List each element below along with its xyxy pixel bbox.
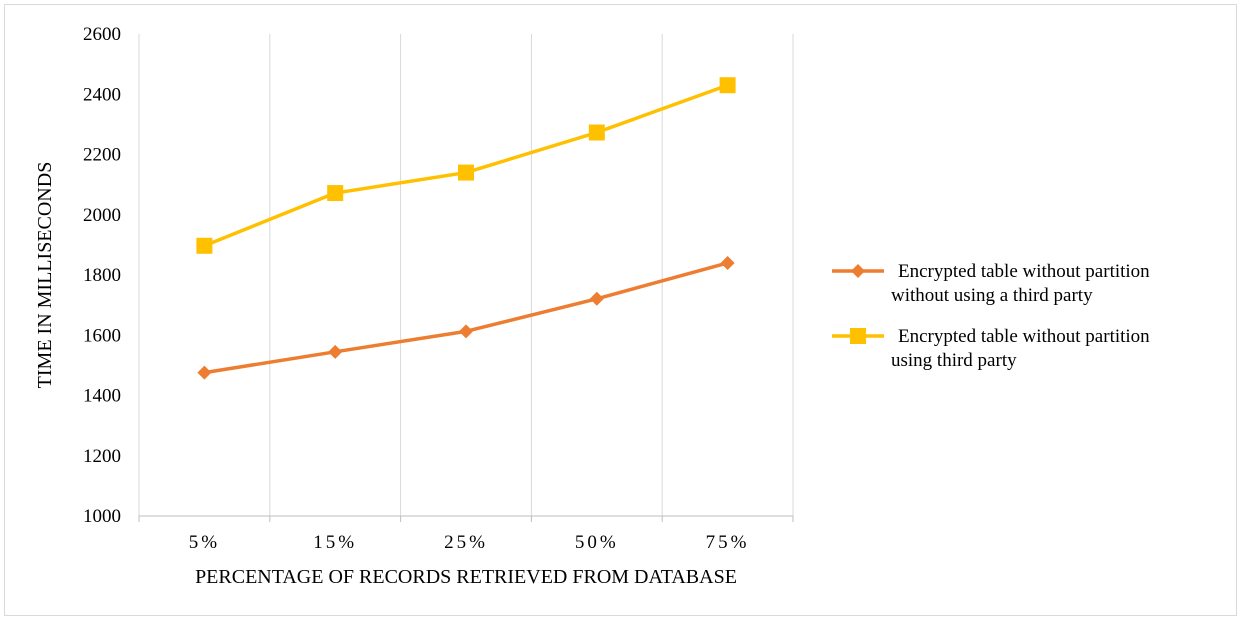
data-point	[458, 164, 474, 181]
y-axis-title: TIME IN MILLISECONDS	[34, 162, 56, 389]
series-group	[196, 77, 736, 380]
y-tick-label: 1000	[83, 506, 121, 527]
chart-frame: 1000 1200 1400 1600 1800 2000 2200 2400 2600 5% 1…	[4, 4, 1237, 616]
line-chart: 1000 1200 1400 1600 1800 2000 2200 2400 2600 5% 1…	[34, 24, 1150, 588]
axes	[138, 515, 794, 522]
x-axis-title: PERCENTAGE OF RECORDS RETRIEVED FROM DAT…	[195, 566, 737, 588]
legend-label: Encrypted table without partition	[898, 326, 1150, 347]
x-tick-label: 25%	[444, 532, 488, 553]
y-tick-label: 1800	[83, 265, 121, 286]
legend-label: Encrypted table without partition	[898, 261, 1150, 282]
data-point	[719, 77, 736, 94]
x-tick-label: 15%	[313, 532, 357, 553]
y-tick-label: 2200	[83, 145, 121, 166]
data-point	[328, 344, 343, 359]
data-point	[588, 124, 605, 141]
legend-label: without using a third party	[891, 285, 1093, 306]
legend-item: Encrypted table without partition without…	[832, 261, 1150, 306]
x-tick-labels: 5% 15% 25% 50% 75%	[189, 532, 750, 553]
y-tick-label: 2000	[83, 205, 121, 226]
data-point	[197, 365, 212, 380]
y-tick-labels: 1000 1200 1400 1600 1800 2000 2200 2400 2600	[83, 24, 121, 527]
legend: Encrypted table without partition without…	[832, 261, 1150, 371]
x-tick-label: 75%	[706, 532, 750, 553]
data-point	[327, 185, 344, 202]
legend-label: using third party	[891, 350, 1017, 371]
grid-lines	[138, 34, 794, 516]
x-tick-label: 50%	[575, 532, 619, 553]
data-point	[850, 328, 866, 344]
y-tick-label: 1200	[83, 446, 121, 467]
series-line	[204, 261, 729, 375]
x-tick-label: 5%	[189, 532, 220, 553]
legend-item: Encrypted table without partition using t…	[832, 326, 1150, 371]
y-tick-label: 2400	[83, 84, 121, 105]
data-point	[851, 264, 865, 278]
y-tick-label: 1600	[83, 325, 121, 346]
data-point	[459, 324, 473, 339]
y-tick-label: 1400	[83, 386, 121, 407]
data-point	[720, 255, 735, 270]
data-point	[196, 237, 213, 254]
y-tick-label: 2600	[83, 24, 121, 45]
data-point	[589, 291, 604, 306]
